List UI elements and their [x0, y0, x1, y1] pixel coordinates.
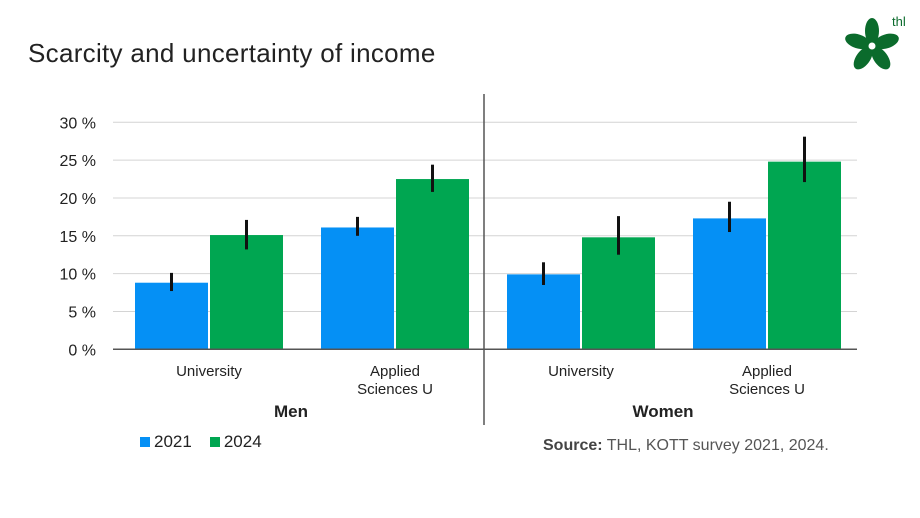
legend-item-2021: 2021 [140, 432, 192, 452]
category-label: Applied [742, 363, 792, 380]
bar-2024 [396, 179, 469, 350]
category-label: Sciences U [729, 381, 805, 398]
category-label: University [548, 363, 614, 380]
bar-2024 [582, 237, 655, 350]
bar-2024 [210, 235, 283, 350]
y-tick-label: 5 % [68, 304, 96, 321]
y-tick-label: 10 % [60, 267, 96, 284]
chart-title: Scarcity and uncertainty of income [28, 38, 436, 68]
y-tick-label: 30 % [60, 115, 96, 132]
y-tick-label: 20 % [60, 191, 96, 208]
thl-logo: thl [845, 14, 906, 70]
y-tick-label: 0 % [68, 342, 96, 359]
y-tick-label: 15 % [60, 229, 96, 246]
category-label: Applied [370, 363, 420, 380]
legend-item-2024: 2024 [209, 432, 262, 452]
category-label: Sciences U [357, 381, 433, 398]
source-note: Source: THL, KOTT survey 2021, 2024. [543, 437, 829, 454]
bar-2024 [768, 161, 841, 350]
legend: 2021 2024 [140, 432, 262, 452]
bar-2021 [693, 218, 766, 350]
bar-2021 [321, 227, 394, 350]
bar-2021 [135, 282, 208, 350]
svg-text:thl: thl [892, 14, 906, 29]
category-label: University [176, 363, 242, 380]
y-tick-label: 25 % [60, 153, 96, 170]
group-label: Women [632, 402, 693, 421]
bar-2021 [507, 274, 580, 350]
group-label: Men [274, 402, 308, 421]
